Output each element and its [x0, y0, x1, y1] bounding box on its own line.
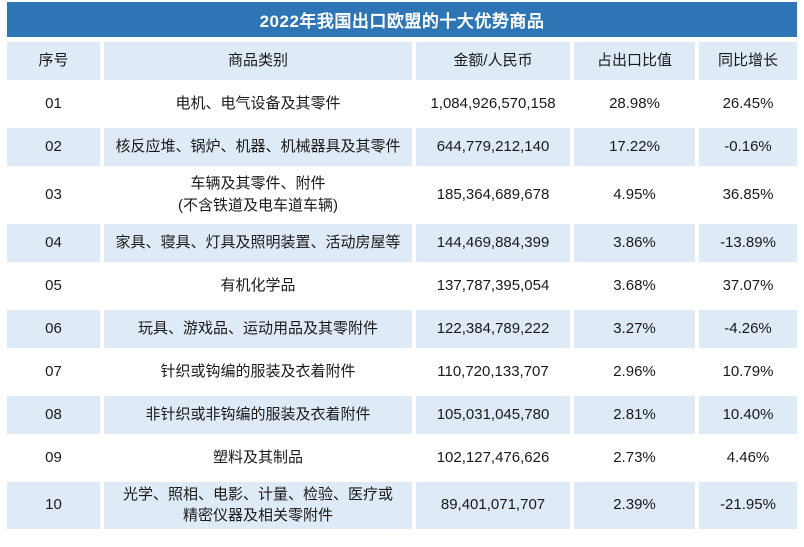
cell-share: 17.22% [574, 128, 695, 166]
cell-share: 3.68% [574, 266, 695, 305]
cell-no: 01 [7, 85, 100, 123]
cell-yoy: 4.46% [699, 438, 797, 477]
cell-category: 非针织或非钩编的服装及衣着附件 [104, 395, 412, 434]
column-header-share: 占出口比值 [574, 42, 695, 80]
cell-category: 针织或钩编的服装及衣着附件 [104, 352, 412, 391]
cell-share: 3.27% [574, 309, 695, 348]
cell-no: 04 [7, 223, 100, 262]
cell-yoy: -21.95% [699, 481, 797, 529]
column-header-yoy: 同比增长 [699, 42, 797, 80]
cell-amount: 102,127,476,626 [416, 438, 570, 477]
cell-share: 4.95% [574, 171, 695, 219]
cell-share: 28.98% [574, 85, 695, 123]
column-header-category: 商品类别 [104, 42, 412, 80]
cell-amount: 110,720,133,707 [416, 352, 570, 391]
cell-amount: 185,364,689,678 [416, 171, 570, 219]
cell-category: 家具、寝具、灯具及照明装置、活动房屋等 [104, 223, 412, 262]
cell-no: 07 [7, 352, 100, 391]
cell-share: 2.81% [574, 395, 695, 434]
cell-yoy: 37.07% [699, 266, 797, 305]
cell-share: 2.96% [574, 352, 695, 391]
cell-amount: 89,401,071,707 [416, 481, 570, 529]
cell-no: 06 [7, 309, 100, 348]
cell-share: 2.73% [574, 438, 695, 477]
cell-yoy: -0.16% [699, 128, 797, 166]
cell-share: 2.39% [574, 481, 695, 529]
cell-amount: 137,787,395,054 [416, 266, 570, 305]
cell-share: 3.86% [574, 223, 695, 262]
cell-category: 玩具、游戏品、运动用品及其零附件 [104, 309, 412, 348]
cell-amount: 644,779,212,140 [416, 128, 570, 166]
cell-amount: 105,031,045,780 [416, 395, 570, 434]
cell-no: 03 [7, 171, 100, 219]
cell-category: 车辆及其零件、附件 (不含铁道及电车道车辆) [104, 171, 412, 219]
cell-category: 塑料及其制品 [104, 438, 412, 477]
cell-category: 有机化学品 [104, 266, 412, 305]
cell-no: 10 [7, 481, 100, 529]
cell-no: 09 [7, 438, 100, 477]
title-bar: 2022年我国出口欧盟的十大优势商品 [7, 2, 797, 37]
column-header-amount: 金额/人民币 [416, 42, 570, 80]
cell-category: 核反应堆、锅炉、机器、机械器具及其零件 [104, 128, 412, 166]
page-title: 2022年我国出口欧盟的十大优势商品 [259, 12, 545, 31]
cell-yoy: -4.26% [699, 309, 797, 348]
cell-yoy: -13.89% [699, 223, 797, 262]
column-header-no: 序号 [7, 42, 100, 80]
cell-amount: 144,469,884,399 [416, 223, 570, 262]
cell-no: 02 [7, 128, 100, 166]
cell-category: 电机、电气设备及其零件 [104, 85, 412, 123]
cell-yoy: 36.85% [699, 171, 797, 219]
cell-amount: 122,384,789,222 [416, 309, 570, 348]
commodity-table: 序号 商品类别 金额/人民币 占出口比值 同比增长 01 电机、电气设备及其零件 1… [7, 42, 797, 529]
cell-no: 05 [7, 266, 100, 305]
cell-yoy: 10.40% [699, 395, 797, 434]
cell-no: 08 [7, 395, 100, 434]
cell-amount: 1,084,926,570,158 [416, 85, 570, 123]
cell-yoy: 26.45% [699, 85, 797, 123]
cell-category: 光学、照相、电影、计量、检验、医疗或 精密仪器及相关零附件 [104, 481, 412, 529]
cell-yoy: 10.79% [699, 352, 797, 391]
